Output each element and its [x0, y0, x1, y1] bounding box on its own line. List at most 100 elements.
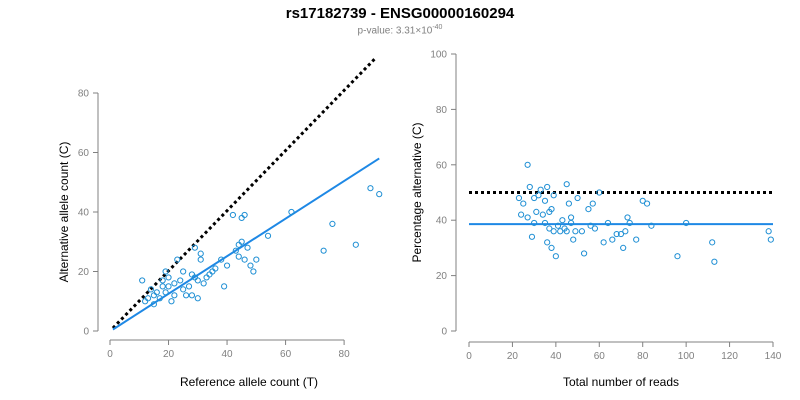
data-point [567, 214, 575, 221]
x-tick-label: 0 [107, 349, 113, 360]
data-point [223, 262, 231, 269]
data-point [247, 262, 254, 269]
data-point [683, 219, 690, 227]
data-point [209, 268, 216, 275]
data-point [617, 230, 625, 238]
data-point [711, 258, 718, 265]
data-point [537, 186, 544, 193]
data-point [288, 208, 295, 216]
data-point [765, 228, 772, 235]
data-point [174, 256, 181, 263]
data-point [221, 283, 228, 290]
data-point [557, 228, 564, 235]
data-point [162, 268, 169, 275]
data-point [587, 222, 594, 229]
x-tick-label: 80 [339, 349, 351, 360]
x-tick-label: 20 [163, 349, 175, 360]
data-point [232, 247, 239, 254]
left-panel-allele-counts: 0 20 40 60 80 0 20 40 60 80 Reference allele count… [57, 56, 383, 389]
data-point [643, 200, 651, 207]
data-point [580, 250, 588, 257]
data-point [518, 211, 525, 218]
data-point [550, 228, 557, 235]
data-point [589, 200, 596, 207]
data-point [596, 189, 603, 196]
data-point [544, 183, 551, 191]
y-tick-label: 80 [436, 105, 448, 116]
data-point [572, 228, 579, 235]
data-point [541, 197, 549, 204]
data-point [554, 222, 562, 229]
data-point [626, 219, 633, 227]
data-point [633, 236, 640, 243]
x-axis-title: Total number of reads [563, 375, 679, 389]
data-point [565, 200, 572, 207]
x-tick-label: 80 [637, 351, 649, 362]
data-point [206, 271, 213, 278]
data-point [150, 301, 157, 308]
data-point [241, 256, 248, 263]
y-tick-label: 0 [441, 327, 447, 338]
data-point [139, 277, 146, 284]
data-point [524, 214, 531, 221]
data-point [515, 194, 523, 202]
y-tick-label: 40 [78, 208, 90, 219]
data-point [235, 253, 242, 260]
data-point [238, 214, 245, 222]
data-point [171, 292, 178, 299]
data-point [648, 222, 655, 229]
data-point [548, 244, 555, 251]
data-point [535, 192, 542, 199]
data-point [185, 283, 193, 290]
data-point [539, 211, 546, 218]
data-point [524, 161, 531, 168]
data-point [548, 206, 555, 213]
data-point [585, 206, 592, 213]
data-point [563, 228, 570, 235]
data-point [552, 253, 559, 260]
data-point [238, 238, 245, 245]
x-tick-label: 40 [221, 349, 233, 360]
right-panel-percentage-alternative: 0 20 40 60 80 100 120 140 0 20 40 60 80 100 Total numb… [410, 50, 782, 390]
x-tick-label: 20 [507, 351, 519, 362]
x-tick-label: 60 [280, 349, 292, 360]
y-tick-label: 20 [436, 271, 448, 282]
data-point [528, 233, 536, 240]
data-point [177, 277, 184, 284]
data-point [674, 253, 681, 260]
data-point [264, 232, 272, 239]
data-point [578, 228, 586, 235]
data-point [620, 244, 627, 251]
x-tick-label: 140 [765, 351, 782, 362]
data-point [162, 289, 169, 296]
data-point [567, 219, 575, 227]
data-point [520, 200, 527, 207]
data-point [320, 247, 327, 254]
x-tick-label: 100 [678, 351, 695, 362]
data-point [533, 208, 540, 215]
data-point [376, 191, 383, 198]
chart-subtitle: p-value: 3.31×10-40 [0, 24, 800, 36]
data-point [191, 244, 198, 251]
reference-line [111, 56, 378, 330]
y-tick-label: 100 [430, 50, 447, 61]
data-point [253, 256, 260, 263]
x-tick-label: 40 [550, 351, 562, 362]
data-point [559, 217, 566, 224]
data-point [150, 292, 157, 299]
data-point [165, 274, 172, 281]
data-point [200, 280, 207, 287]
data-point [574, 194, 581, 202]
data-point [624, 214, 631, 221]
y-tick-label: 60 [436, 160, 448, 171]
fit-line [112, 157, 380, 331]
data-point [165, 283, 172, 290]
data-point [168, 298, 175, 305]
data-point [197, 256, 204, 263]
p-value-exponent: -40 [432, 24, 443, 31]
data-point [180, 286, 187, 293]
data-point [197, 250, 204, 257]
data-point [244, 244, 251, 251]
